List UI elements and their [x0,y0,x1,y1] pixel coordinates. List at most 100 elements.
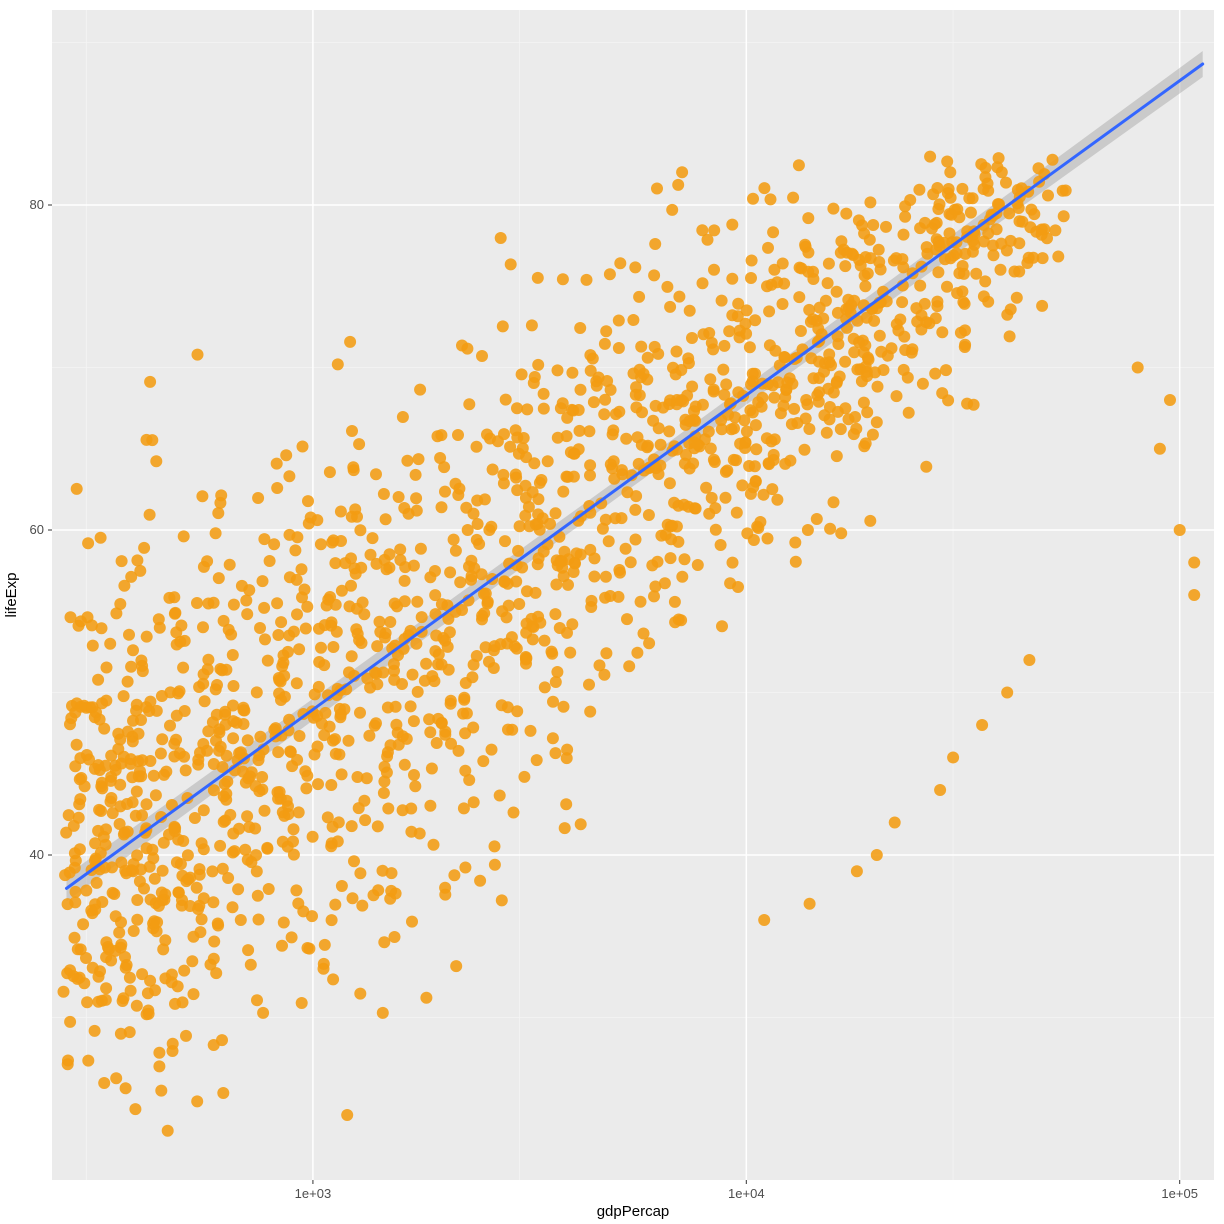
point [929,368,941,380]
point [99,760,111,772]
point [353,438,365,450]
point [750,476,762,488]
point [102,941,114,953]
point [965,207,977,219]
point [192,903,204,915]
point [410,469,422,481]
point [409,780,421,792]
point [263,883,275,895]
point [138,883,150,895]
point [172,834,184,846]
point [768,392,780,404]
point [555,402,567,414]
point [240,777,252,789]
point [408,715,420,727]
point [346,425,358,437]
point [550,676,562,688]
x-axis-title: gdpPercap [597,1203,670,1220]
point [471,441,483,453]
point [335,708,347,720]
point [967,235,979,247]
point [113,927,125,939]
point [1023,252,1035,264]
point [771,276,783,288]
point [694,440,706,452]
point [70,886,82,898]
point [466,570,478,582]
point [717,364,729,376]
point [252,492,264,504]
point [114,598,126,610]
point [904,194,916,206]
point [242,944,254,956]
point [258,602,270,614]
point [824,413,836,425]
point [274,786,286,798]
point [141,631,153,643]
point [276,940,288,952]
point [131,786,143,798]
point [354,524,366,536]
point [177,662,189,674]
point [575,384,587,396]
point [676,571,688,583]
point [278,649,290,661]
point [623,660,635,672]
point [343,735,355,747]
point [498,428,510,440]
point [707,343,719,355]
point [372,884,384,896]
point [318,659,330,671]
point [936,326,948,338]
point [149,873,161,885]
point [171,856,183,868]
point [150,455,162,467]
point [313,623,325,635]
point [206,865,218,877]
point [720,492,732,504]
point [525,725,537,737]
point [119,827,131,839]
point [1042,190,1054,202]
x-tick-label: 1e+05 [1161,1186,1198,1201]
point [131,1000,143,1012]
point [779,458,791,470]
point [705,443,717,455]
point [603,535,615,547]
point [257,1007,269,1019]
point [751,521,763,533]
point [128,925,140,937]
point [708,224,720,236]
point [1052,251,1064,263]
point [542,455,554,467]
point [584,544,596,556]
point [892,325,904,337]
point [749,314,761,326]
y-tick-label: 40 [30,847,44,862]
point [271,597,283,609]
point [803,423,815,435]
point [284,571,296,583]
point [350,623,362,635]
point [771,494,783,506]
point [769,433,781,445]
point [354,707,366,719]
point [336,768,348,780]
point [506,631,518,643]
point [127,644,139,656]
point [450,478,462,490]
point [198,892,210,904]
point [208,953,220,965]
point [801,398,813,410]
point [867,219,879,231]
point [588,571,600,583]
point [95,532,107,544]
point [951,287,963,299]
point [100,994,112,1006]
point [1013,237,1025,249]
point [1174,524,1186,536]
point [508,807,520,819]
point [1188,557,1200,569]
point [101,662,113,674]
point [458,802,470,814]
